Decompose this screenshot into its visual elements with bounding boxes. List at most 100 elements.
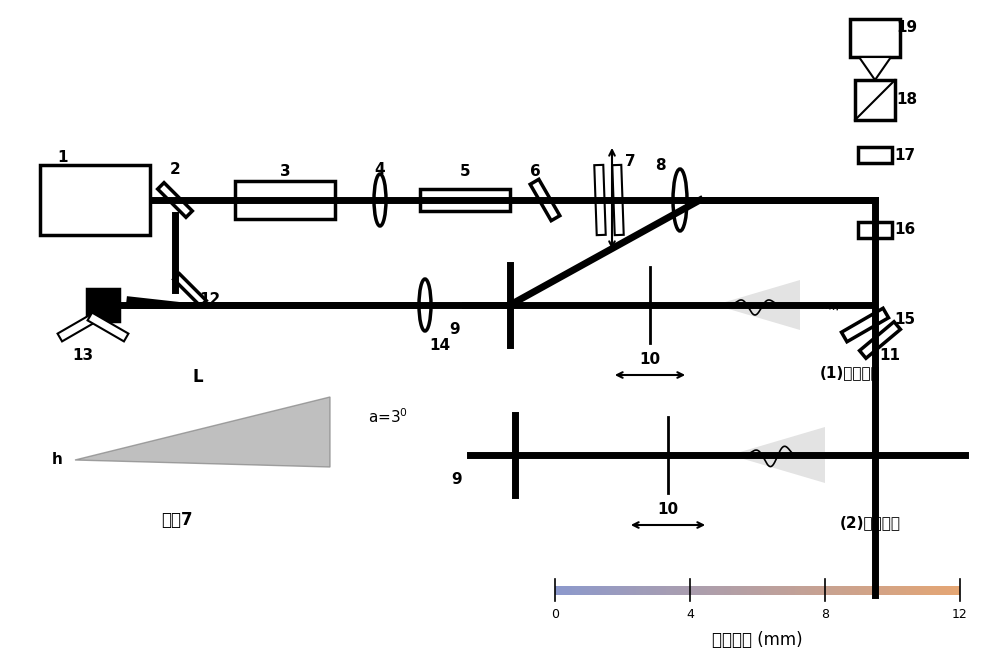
Bar bbox=[751, 586, 754, 594]
Bar bbox=[734, 586, 737, 594]
Polygon shape bbox=[174, 274, 206, 306]
Polygon shape bbox=[860, 322, 900, 359]
Bar bbox=[714, 586, 717, 594]
Bar bbox=[869, 586, 872, 594]
Bar bbox=[842, 586, 845, 594]
Text: L: L bbox=[192, 368, 203, 386]
Bar bbox=[710, 586, 714, 594]
Bar bbox=[882, 586, 886, 594]
Bar bbox=[778, 586, 781, 594]
Text: 17: 17 bbox=[894, 147, 916, 163]
Bar bbox=[697, 586, 700, 594]
Bar bbox=[700, 586, 704, 594]
Bar bbox=[855, 586, 859, 594]
Bar bbox=[619, 586, 622, 594]
Text: 8: 8 bbox=[655, 157, 665, 172]
Bar bbox=[879, 586, 882, 594]
Bar bbox=[656, 586, 660, 594]
Polygon shape bbox=[612, 165, 624, 235]
Bar bbox=[788, 586, 791, 594]
Text: 5: 5 bbox=[460, 164, 470, 180]
Text: 3: 3 bbox=[280, 164, 290, 180]
Bar bbox=[650, 586, 653, 594]
Bar bbox=[40, 165, 150, 235]
Text: 9: 9 bbox=[450, 322, 460, 338]
Bar bbox=[568, 586, 572, 594]
Bar bbox=[572, 586, 575, 594]
Bar bbox=[663, 586, 666, 594]
Text: 2: 2 bbox=[170, 163, 180, 178]
Bar bbox=[943, 586, 946, 594]
Text: 16: 16 bbox=[894, 222, 916, 238]
Bar bbox=[940, 586, 943, 594]
Bar bbox=[906, 586, 909, 594]
Text: 1: 1 bbox=[58, 149, 68, 164]
Bar bbox=[633, 586, 636, 594]
Bar bbox=[795, 586, 798, 594]
Bar bbox=[957, 586, 960, 594]
Bar bbox=[693, 586, 697, 594]
Bar bbox=[859, 586, 862, 594]
Bar bbox=[798, 586, 801, 594]
Text: 4: 4 bbox=[375, 163, 385, 178]
Bar bbox=[575, 586, 579, 594]
Bar bbox=[913, 586, 916, 594]
Bar bbox=[849, 586, 852, 594]
Bar bbox=[896, 586, 899, 594]
Bar bbox=[555, 586, 558, 594]
Bar bbox=[558, 586, 562, 594]
Bar bbox=[805, 586, 808, 594]
Bar bbox=[636, 586, 639, 594]
Polygon shape bbox=[58, 313, 98, 342]
Bar bbox=[673, 586, 676, 594]
Bar bbox=[653, 586, 656, 594]
Bar bbox=[812, 586, 815, 594]
Bar bbox=[822, 586, 825, 594]
Ellipse shape bbox=[419, 279, 431, 331]
Text: (2)太赫兹场: (2)太赫兹场 bbox=[840, 515, 901, 530]
Bar bbox=[889, 586, 893, 594]
Bar bbox=[828, 586, 832, 594]
Bar bbox=[704, 586, 707, 594]
Text: h: h bbox=[52, 453, 63, 467]
Bar bbox=[609, 586, 612, 594]
Bar bbox=[589, 586, 592, 594]
Bar bbox=[420, 189, 510, 211]
Bar bbox=[707, 586, 710, 594]
Polygon shape bbox=[75, 397, 330, 467]
Bar bbox=[616, 586, 619, 594]
Bar bbox=[680, 586, 683, 594]
Polygon shape bbox=[530, 180, 560, 220]
Bar bbox=[666, 586, 670, 594]
Bar bbox=[683, 586, 687, 594]
Text: 9: 9 bbox=[452, 472, 462, 488]
Bar bbox=[784, 586, 788, 594]
Bar bbox=[599, 586, 602, 594]
Bar bbox=[761, 586, 764, 594]
Text: 19: 19 bbox=[896, 20, 918, 36]
Bar bbox=[838, 586, 842, 594]
Polygon shape bbox=[841, 308, 889, 342]
Bar bbox=[639, 586, 643, 594]
Polygon shape bbox=[730, 427, 825, 483]
Bar bbox=[744, 586, 747, 594]
Bar bbox=[876, 586, 879, 594]
Bar bbox=[727, 586, 730, 594]
Bar bbox=[930, 586, 933, 594]
Text: 13: 13 bbox=[72, 347, 94, 363]
Bar bbox=[730, 586, 734, 594]
Bar bbox=[866, 586, 869, 594]
Text: 14: 14 bbox=[429, 338, 451, 353]
Bar bbox=[592, 586, 596, 594]
Bar bbox=[825, 586, 828, 594]
Bar bbox=[582, 586, 585, 594]
Bar bbox=[950, 586, 953, 594]
Bar bbox=[754, 586, 758, 594]
Polygon shape bbox=[859, 57, 891, 80]
Bar bbox=[747, 586, 751, 594]
Bar bbox=[899, 586, 903, 594]
Bar bbox=[808, 586, 812, 594]
Text: 10: 10 bbox=[639, 353, 661, 368]
Polygon shape bbox=[594, 165, 606, 235]
Bar bbox=[926, 586, 930, 594]
